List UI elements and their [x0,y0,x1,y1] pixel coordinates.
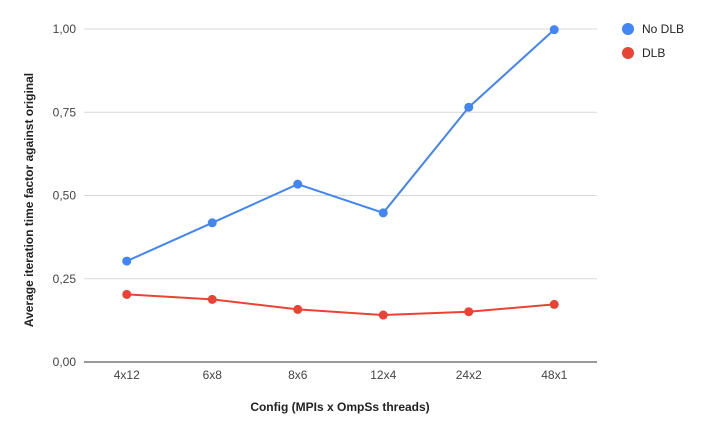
data-point [207,218,217,228]
data-point [378,310,388,320]
y-axis-title: Average iteration time factor against or… [22,73,36,327]
legend-swatch [622,47,634,59]
data-point [464,102,474,112]
y-axis-ticks: 0,00 0,25 0,50 0,75 1,00 [53,22,77,369]
x-tick-label: 48x1 [541,368,567,382]
series-line [126,293,555,317]
y-tick-label: 0,00 [53,355,77,369]
data-point [122,289,132,299]
legend-swatch [622,23,634,35]
y-tick-label: 1,00 [53,22,77,36]
legend-label: DLB [642,46,665,60]
y-tick-label: 0,25 [53,272,77,286]
legend-label: No DLB [642,22,684,36]
x-tick-label: 4x12 [114,368,140,382]
y-tick-label: 0,75 [53,105,77,119]
series-line [126,28,555,263]
data-point [549,299,559,309]
legend: No DLB DLB [622,22,684,60]
data-point [549,25,559,35]
x-tick-label: 12x4 [370,368,396,382]
series-group [122,25,559,320]
legend-item: No DLB [622,22,684,36]
series-2 [122,289,559,320]
data-point [293,304,303,314]
legend-item: DLB [622,46,665,60]
x-axis-title: Config (MPIs x OmpSs threads) [250,400,429,414]
series-1 [122,25,559,266]
data-point [378,208,388,218]
x-tick-label: 8x6 [288,368,308,382]
data-point [293,179,303,189]
x-axis-ticks: 4x12 6x8 8x6 12x4 24x2 48x1 [114,368,568,382]
data-point [207,294,217,304]
y-tick-label: 0,50 [53,189,77,203]
data-point [122,256,132,266]
data-point [464,307,474,317]
gridlines [84,28,597,363]
x-tick-label: 6x8 [203,368,223,382]
x-tick-label: 24x2 [456,368,482,382]
